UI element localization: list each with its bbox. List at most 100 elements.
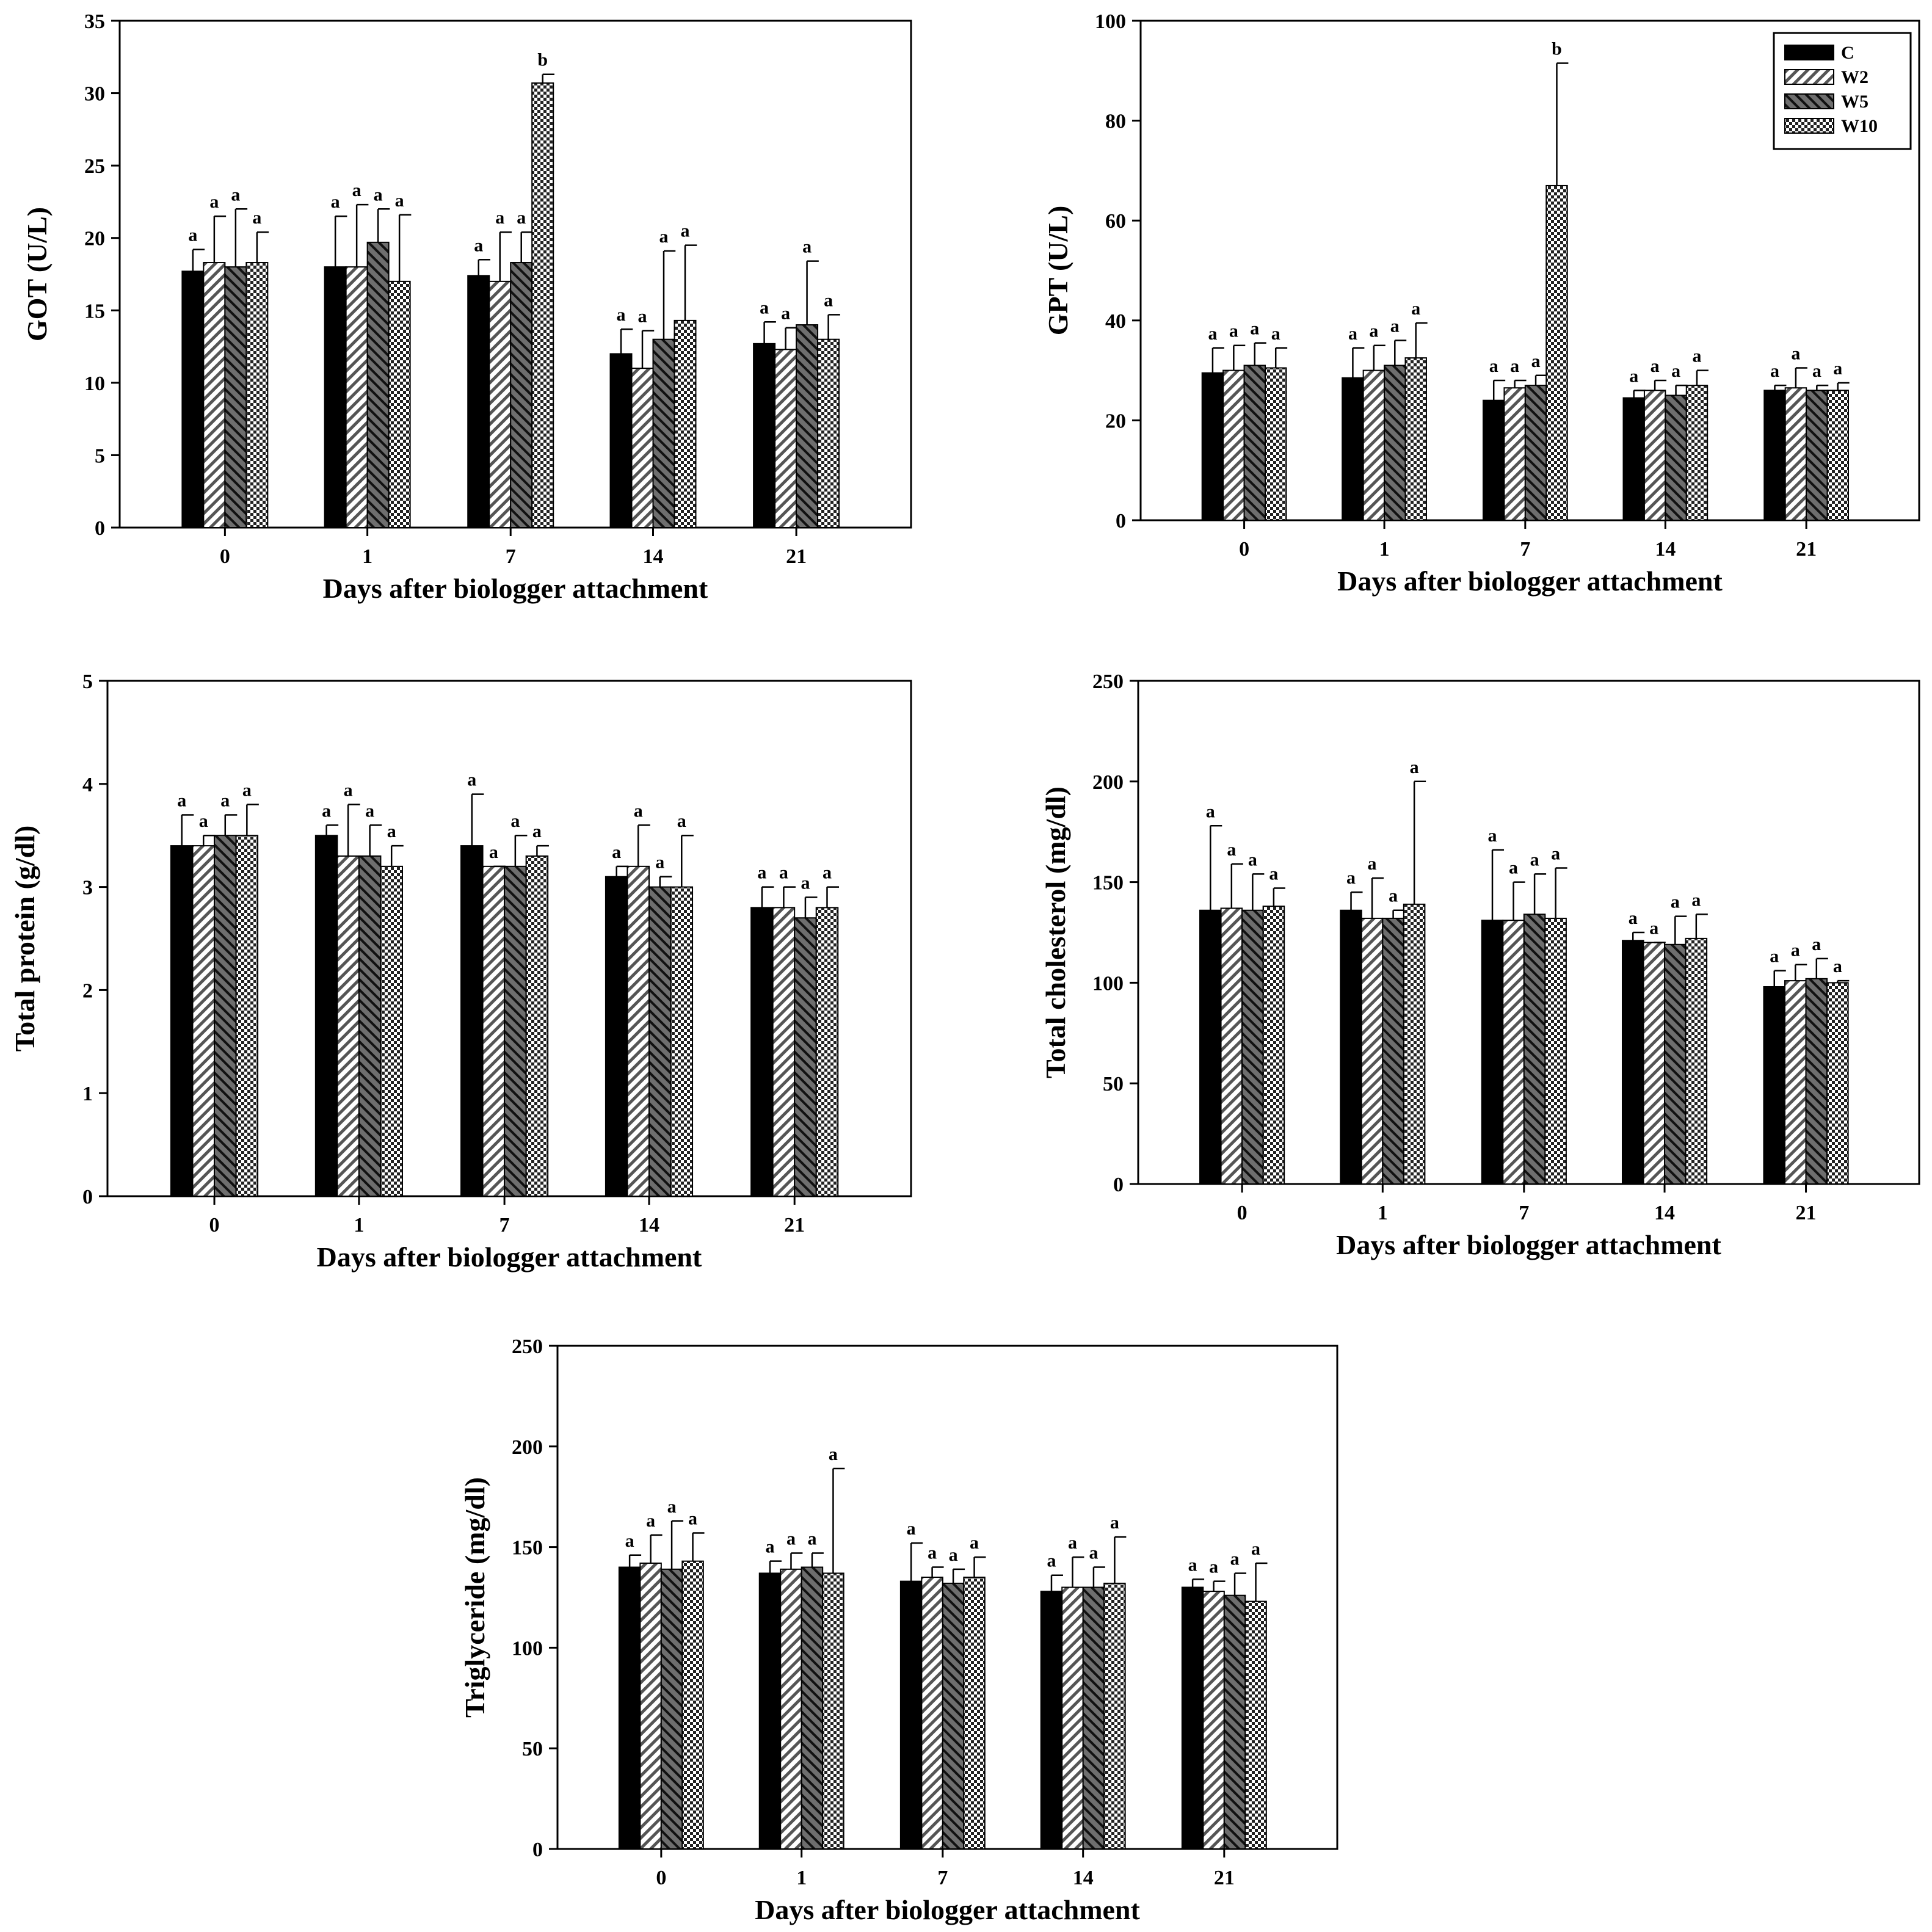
significance-letter: a [474,235,483,255]
bar-W10 [1544,917,1567,1185]
significance-letter: a [1551,844,1560,864]
y-tick-label: 20 [84,228,105,250]
y-tick-label: 40 [1105,310,1126,333]
significance-letter: a [786,1528,796,1549]
significance-letter: a [242,780,252,801]
bar-W2 [482,865,506,1197]
significance-letter: a [907,1519,916,1539]
significance-letter: a [1047,1551,1056,1571]
x-tick-label: 1 [1379,538,1390,561]
x-axis-label: Days after biologger attachment [323,573,708,604]
significance-letter: a [1269,863,1278,884]
bar-W10 [1545,184,1568,521]
bar-C [467,275,490,528]
significance-letter: a [949,1545,958,1565]
significance-letter: a [1489,356,1498,376]
bar-W10 [388,280,411,528]
bar-W5 [366,241,390,528]
bar-W2 [1502,920,1525,1185]
significance-letter: a [638,306,647,326]
y-tick-label: 50 [522,1738,543,1760]
significance-letter: a [374,184,383,205]
significance-letter: a [802,237,812,257]
significance-letter: a [1791,344,1800,364]
significance-letter: a [209,192,219,212]
significance-letter: a [688,1509,697,1529]
significance-letter: a [252,208,261,228]
bar-W10 [670,886,694,1197]
bar-W10 [531,82,554,528]
bar-W2 [639,1562,662,1850]
bar-W5 [652,338,675,528]
bar-W10 [817,338,840,528]
significance-letter: a [1411,299,1420,319]
bar-W2 [1362,369,1385,521]
y-tick-label: 0 [1113,1174,1124,1196]
bar-W2 [192,845,216,1197]
significance-letter: a [757,863,766,883]
significance-letter: a [1649,918,1658,938]
significance-letter: a [625,1531,634,1551]
significance-letter: a [1651,356,1660,376]
significance-letter: a [365,801,374,821]
significance-letter: a [532,821,542,841]
significance-letter: a [779,863,788,883]
significance-letter: a [659,227,669,247]
bar-W5 [358,855,382,1197]
bar-W2 [1061,1586,1084,1850]
x-tick-label: 7 [499,1214,510,1237]
y-tick-label: 1 [82,1083,93,1105]
y-tick-label: 0 [532,1839,543,1861]
x-axis-label: Days after biologger attachment [1337,565,1723,597]
bar-W5 [1082,1586,1105,1850]
bar-W5 [660,1568,683,1850]
significance-letter: a [1229,321,1238,341]
significance-letter: a [387,821,396,841]
legend-swatch-C [1784,45,1834,60]
bar-W2 [631,368,654,529]
y-tick-label: 30 [84,83,105,106]
y-tick-label: 100 [512,1637,543,1660]
bar-W10 [1262,906,1285,1185]
significance-letter: b [1552,39,1562,59]
bar-W2 [1784,980,1807,1185]
significance-letter: a [1629,366,1638,386]
significance-letter: a [646,1511,655,1531]
x-tick-label: 14 [1073,1867,1094,1889]
y-axis-label: Total protein (g/dl) [9,826,40,1052]
bar-W10 [380,865,403,1197]
x-tick-label: 21 [786,545,807,568]
y-tick-label: 250 [1092,670,1124,693]
significance-letter: a [495,208,504,228]
y-tick-label: 100 [1092,972,1124,995]
bar-W5 [801,1566,824,1850]
y-tick-label: 10 [84,372,105,395]
significance-letter: a [1248,849,1257,870]
significance-letter: a [824,290,833,310]
bar-W10 [681,1560,704,1850]
significance-letter: a [1227,840,1236,860]
bar-C [324,266,347,528]
bar-W10 [245,262,269,528]
bar-W5 [1524,385,1547,521]
legend-label-W10: W10 [1841,116,1878,136]
y-tick-label: 60 [1105,210,1126,233]
significance-letter: a [352,180,361,200]
significance-letter: a [344,780,353,801]
significance-letter: a [331,192,340,212]
bar-W5 [1241,909,1264,1185]
y-tick-label: 250 [512,1335,543,1358]
y-axis-label: Total cholesterol (mg/dl) [1040,786,1071,1078]
bar-C [750,907,774,1197]
bar-W10 [1826,390,1849,521]
significance-letter: a [1770,946,1779,967]
bar-W10 [674,319,697,529]
significance-letter: a [1692,346,1701,366]
x-axis-label: Days after biologger attachment [317,1241,702,1273]
bar-W5 [510,262,533,528]
significance-letter: a [220,790,230,810]
significance-letter: a [1348,324,1357,344]
y-tick-label: 0 [95,517,105,540]
